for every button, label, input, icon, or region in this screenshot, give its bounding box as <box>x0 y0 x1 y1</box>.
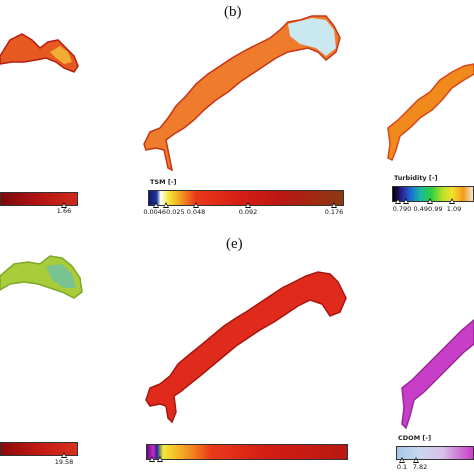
colorbar-bottom-mid <box>146 434 350 470</box>
colorbar-marker <box>403 198 409 204</box>
tick-label: 0.490.99 <box>413 205 443 213</box>
map-d <box>0 255 83 299</box>
colorbar-title: CDOM [-] <box>398 434 432 442</box>
map-a <box>0 33 79 73</box>
colorbar-gradient <box>396 446 474 460</box>
tick-label: 0.092 <box>238 208 258 216</box>
tick-label: 0.048 <box>186 208 206 216</box>
tick-label: 1.66 <box>56 207 72 215</box>
colorbar-tsm: TSM [-] 0.00460.025 0.048 0.092 0.176 <box>143 176 348 220</box>
colorbar-title: TSM [-] <box>150 178 177 186</box>
panel-label-b: (b) <box>224 4 242 20</box>
tick-label: 19.58 <box>54 458 74 466</box>
colorbar-marker <box>61 202 67 208</box>
colorbar-marker <box>193 202 199 208</box>
tick-label: 0.00460.025 <box>143 208 185 216</box>
tick-label: 7.82 <box>412 463 428 471</box>
colorbar-gradient <box>146 444 348 460</box>
tick-label: 1.09 <box>446 205 462 213</box>
colorbar-turbidity: Turbidity [-] 0.790 0.490.99 1.09 <box>392 172 474 218</box>
colorbar-cdom: CDOM [-] 0.1 7.82 <box>396 434 474 474</box>
colorbar-marker <box>331 202 337 208</box>
colorbar-marker <box>153 202 159 208</box>
colorbar-marker <box>413 457 419 463</box>
colorbar-marker <box>61 452 67 458</box>
colorbar-marker <box>427 198 433 204</box>
colorbar-marker <box>449 198 455 204</box>
tick-label: 0.176 <box>324 208 344 216</box>
colorbar-marker <box>245 202 251 208</box>
colorbar-marker <box>157 456 163 462</box>
colorbar-marker <box>163 202 169 208</box>
colorbar-title: Turbidity [-] <box>394 174 438 182</box>
panel-label-e: (e) <box>226 236 243 252</box>
colorbar-gradient <box>0 442 78 456</box>
map-tsm <box>143 15 341 172</box>
colorbar-bottom-left: 19.58 <box>0 438 80 468</box>
colorbar-marker <box>395 198 401 204</box>
map-cdom <box>401 319 474 430</box>
map-e <box>145 271 347 424</box>
tick-label: 0.1 <box>396 463 408 471</box>
colorbar-top-left: 1.66 <box>0 186 80 216</box>
colorbar-gradient <box>0 192 78 206</box>
colorbar-marker <box>399 457 405 463</box>
tick-label: 0.790 <box>392 205 412 213</box>
colorbar-marker <box>149 456 155 462</box>
map-turbidity <box>387 63 474 162</box>
